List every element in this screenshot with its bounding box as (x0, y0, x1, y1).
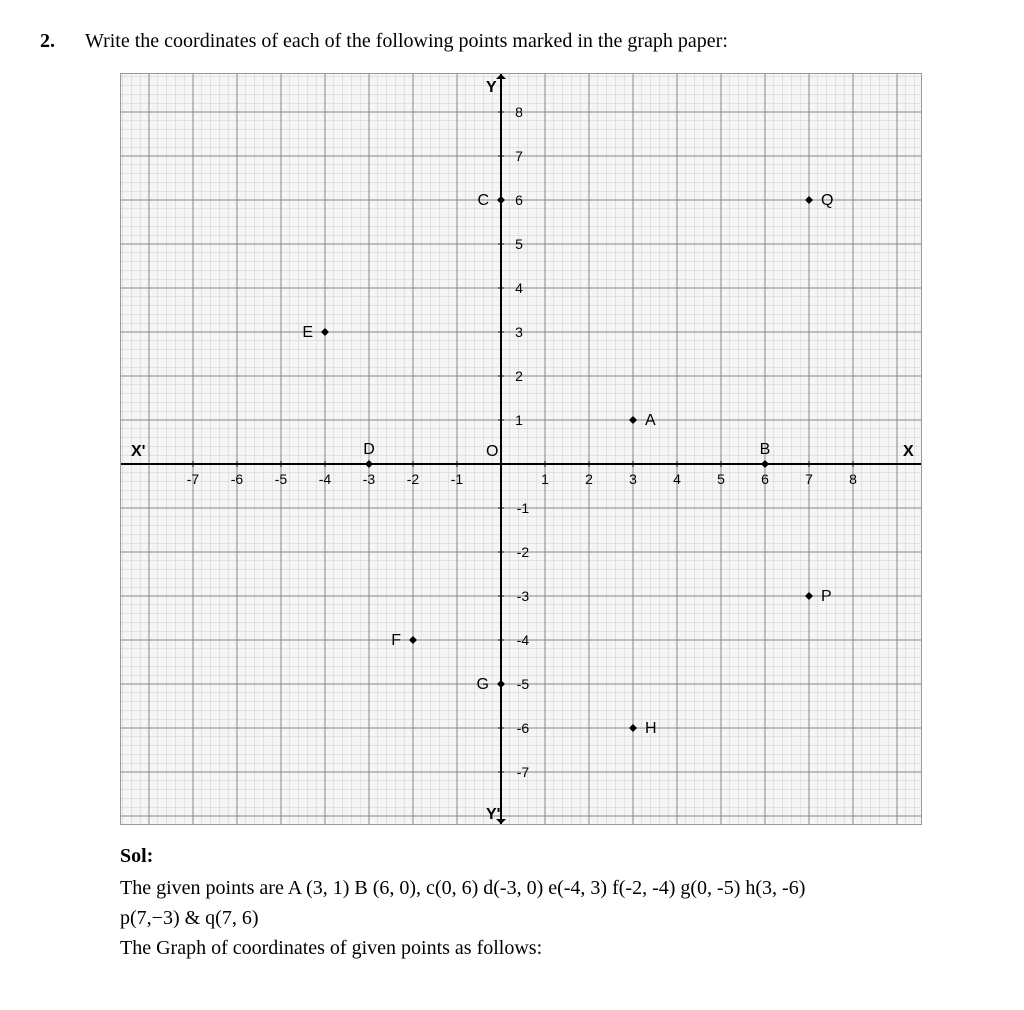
svg-text:X': X' (131, 443, 145, 460)
svg-text:D: D (363, 441, 375, 458)
svg-text:H: H (645, 720, 657, 737)
solution-line3: The Graph of coordinates of given points… (120, 933, 984, 963)
svg-text:Q: Q (821, 192, 833, 209)
svg-text:-1: -1 (517, 500, 530, 516)
svg-text:X: X (903, 443, 914, 460)
graph-svg: -7 -6 -5 -4 -3 -2 -1 1 2 3 4 5 6 7 8 -7 -6 -5 -4 -3 -2 -1 1 2 3 4… (121, 74, 921, 824)
svg-text:5: 5 (515, 236, 523, 252)
solution-block: Sol: The given points are A (3, 1) B (6,… (120, 845, 984, 963)
svg-text:-7: -7 (517, 764, 530, 780)
svg-text:Y: Y (486, 79, 497, 96)
svg-text:-3: -3 (517, 588, 530, 604)
svg-text:-4: -4 (517, 632, 530, 648)
svg-text:-2: -2 (407, 471, 420, 487)
svg-text:Y': Y' (486, 806, 500, 823)
svg-text:-6: -6 (517, 720, 530, 736)
svg-text:6: 6 (515, 192, 523, 208)
svg-text:-3: -3 (363, 471, 376, 487)
svg-text:C: C (477, 192, 489, 209)
question-header: 2. Write the coordinates of each of the … (40, 30, 984, 53)
svg-text:A: A (645, 412, 656, 429)
svg-text:5: 5 (717, 471, 725, 487)
svg-text:P: P (821, 588, 832, 605)
svg-text:1: 1 (515, 412, 523, 428)
svg-text:E: E (302, 324, 313, 341)
svg-text:8: 8 (515, 104, 523, 120)
question-number: 2. (40, 30, 55, 53)
svg-text:G: G (477, 676, 489, 693)
solution-line1: The given points are A (3, 1) B (6, 0), … (120, 873, 984, 903)
solution-line2: p(7,−3) & q(7, 6) (120, 903, 984, 933)
svg-text:-7: -7 (187, 471, 200, 487)
svg-text:-2: -2 (517, 544, 530, 560)
svg-text:7: 7 (805, 471, 813, 487)
svg-text:F: F (391, 632, 401, 649)
svg-text:-1: -1 (451, 471, 464, 487)
svg-text:2: 2 (585, 471, 593, 487)
svg-text:-4: -4 (319, 471, 332, 487)
svg-text:2: 2 (515, 368, 523, 384)
svg-text:4: 4 (515, 280, 523, 296)
svg-text:3: 3 (515, 324, 523, 340)
svg-text:3: 3 (629, 471, 637, 487)
svg-text:O: O (486, 443, 498, 460)
svg-text:4: 4 (673, 471, 681, 487)
svg-text:1: 1 (541, 471, 549, 487)
svg-text:B: B (760, 441, 771, 458)
svg-text:-6: -6 (231, 471, 244, 487)
solution-label: Sol: (120, 845, 984, 868)
svg-text:-5: -5 (517, 676, 530, 692)
svg-text:8: 8 (849, 471, 857, 487)
svg-text:6: 6 (761, 471, 769, 487)
question-text: Write the coordinates of each of the fol… (85, 30, 984, 53)
svg-text:-5: -5 (275, 471, 288, 487)
svg-text:7: 7 (515, 148, 523, 164)
coordinate-graph: -7 -6 -5 -4 -3 -2 -1 1 2 3 4 5 6 7 8 -7 -6 -5 -4 -3 -2 -1 1 2 3 4… (120, 73, 922, 825)
